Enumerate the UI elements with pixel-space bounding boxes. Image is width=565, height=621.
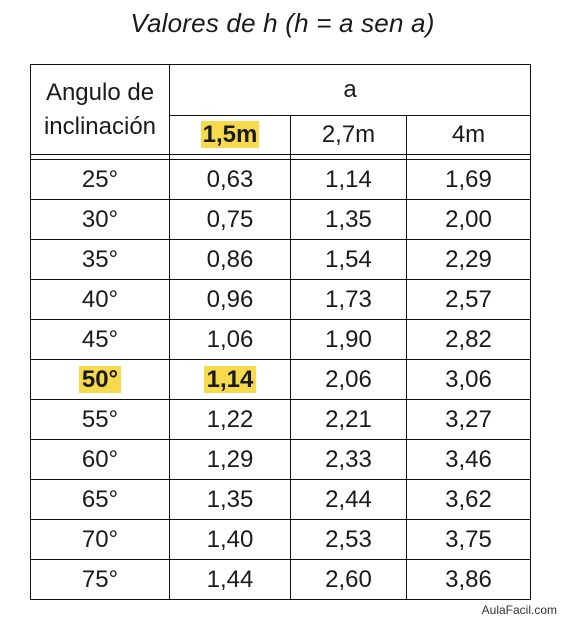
values-table: Angulo de inclinación a 1,5m 2,7m 4m 25°… xyxy=(30,64,532,600)
value-1-5m-cell: 1,44 xyxy=(169,559,291,600)
value-4m-cell: 3,27 xyxy=(405,399,532,440)
value-1-5m-cell: 0,75 xyxy=(169,199,291,240)
page-title: Valores de h (h = a sen a) xyxy=(130,8,435,38)
table-row: 45° 1,06 1,90 2,82 xyxy=(30,319,532,360)
angle-cell: 50° xyxy=(30,359,170,400)
value-2-7m-cell: 2,06 xyxy=(290,359,407,400)
angle-header-line1: Angulo de xyxy=(45,78,155,106)
value-1-5m-cell: 1,40 xyxy=(169,519,291,560)
value-1-5m-cell: 1,14 xyxy=(169,359,291,400)
angle-cell: 25° xyxy=(30,159,170,200)
table-row: 50° 1,14 2,06 3,06 xyxy=(30,359,532,400)
value-4m-cell: 2,82 xyxy=(405,319,532,360)
value-4m-cell: 3,62 xyxy=(405,479,532,520)
table-row: 60° 1,29 2,33 3,46 xyxy=(30,439,532,480)
angle-cell: 30° xyxy=(30,199,170,240)
value-1-5m-cell: 0,96 xyxy=(169,279,291,320)
column-header-2: 2,7m xyxy=(290,115,407,155)
value-4m-cell: 2,29 xyxy=(405,239,532,280)
value-1-5m-cell: 0,63 xyxy=(169,159,291,200)
values-table-container: Angulo de inclinación a 1,5m 2,7m 4m 25°… xyxy=(30,64,532,600)
value-4m-cell: 1,69 xyxy=(405,159,532,200)
value-1-5m-cell: 1,22 xyxy=(169,399,291,440)
value-2-7m-cell: 2,53 xyxy=(290,519,407,560)
column-header-3: 4m xyxy=(405,115,532,155)
value-4m-cell: 2,00 xyxy=(405,199,532,240)
value-2-7m-cell: 1,35 xyxy=(290,199,407,240)
angle-cell: 65° xyxy=(30,479,170,520)
header-row-top: Angulo de inclinación a xyxy=(30,64,532,155)
value-2-7m-cell: 1,90 xyxy=(290,319,407,360)
angle-cell: 35° xyxy=(30,239,170,280)
value-2-7m-cell: 1,14 xyxy=(290,159,407,200)
angle-cell: 75° xyxy=(30,559,170,600)
table-row: 25° 0,63 1,14 1,69 xyxy=(30,159,532,200)
angle-cell: 45° xyxy=(30,319,170,360)
footer-credit: AulaFacil.com xyxy=(481,603,557,617)
table-row: 40° 0,96 1,73 2,57 xyxy=(30,279,532,320)
column-header-1-label: 1,5m xyxy=(200,121,260,148)
table-row: 30° 0,75 1,35 2,00 xyxy=(30,199,532,240)
value-1-5m-cell-highlight: 1,14 xyxy=(203,365,257,393)
angle-cell: 70° xyxy=(30,519,170,560)
value-2-7m-cell: 2,44 xyxy=(290,479,407,520)
value-2-7m-cell: 2,33 xyxy=(290,439,407,480)
column-header-1: 1,5m xyxy=(169,115,291,155)
value-4m-cell: 3,86 xyxy=(405,559,532,600)
angle-header-cell: Angulo de inclinación xyxy=(30,64,170,155)
angle-cell: 55° xyxy=(30,399,170,440)
angle-header-line2: inclinación xyxy=(43,112,157,140)
table-row: 55° 1,22 2,21 3,27 xyxy=(30,399,532,440)
angle-cell: 60° xyxy=(30,439,170,480)
table-row: 65° 1,35 2,44 3,62 xyxy=(30,479,532,520)
table-row: 75° 1,44 2,60 3,86 xyxy=(30,559,532,600)
value-4m-cell: 3,75 xyxy=(405,519,532,560)
value-4m-cell: 2,57 xyxy=(405,279,532,320)
value-4m-cell: 3,46 xyxy=(405,439,532,480)
group-header-a: a xyxy=(168,64,532,116)
value-2-7m-cell: 1,54 xyxy=(290,239,407,280)
value-1-5m-cell: 1,06 xyxy=(169,319,291,360)
angle-cell: 40° xyxy=(30,279,170,320)
value-2-7m-cell: 2,21 xyxy=(290,399,407,440)
value-2-7m-cell: 2,60 xyxy=(290,559,407,600)
value-1-5m-cell: 1,35 xyxy=(169,479,291,520)
value-1-5m-cell: 1,29 xyxy=(169,439,291,480)
table-row: 70° 1,40 2,53 3,75 xyxy=(30,519,532,560)
table-row: 35° 0,86 1,54 2,29 xyxy=(30,239,532,280)
value-4m-cell: 3,06 xyxy=(405,359,532,400)
value-1-5m-cell: 0,86 xyxy=(169,239,291,280)
angle-cell-highlight: 50° xyxy=(78,365,122,393)
value-2-7m-cell: 1,73 xyxy=(290,279,407,320)
